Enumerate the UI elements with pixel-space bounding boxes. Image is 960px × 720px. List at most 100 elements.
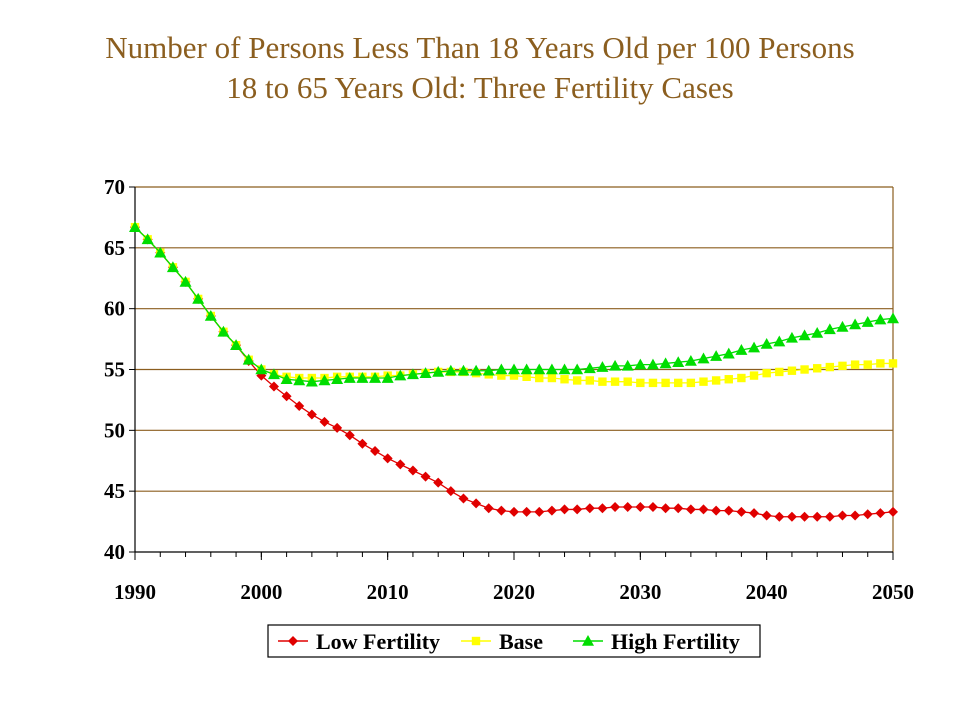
point-diamond-2030 — [635, 501, 646, 512]
point-diamond-2007 — [344, 430, 355, 441]
point-triangle-2008 — [356, 372, 369, 383]
point-diamond-2036 — [711, 505, 722, 516]
point-square-2027 — [598, 377, 607, 386]
point-triangle-2038 — [735, 344, 748, 355]
point-triangle-1991 — [141, 233, 154, 245]
point-square-2047 — [850, 360, 860, 369]
point-triangle-2047 — [849, 318, 862, 330]
point-square-2023 — [547, 373, 557, 383]
point-triangle-2023 — [545, 363, 558, 375]
point-diamond-2010 — [382, 453, 393, 464]
point-triangle-2042 — [785, 331, 798, 343]
legend-label: High Fertility — [611, 629, 740, 654]
point-triangle-1994 — [179, 275, 192, 287]
point-square-2038 — [737, 373, 746, 383]
point-diamond-2008 — [357, 438, 368, 449]
point-square-2024 — [560, 375, 569, 384]
x-tick-label-2010: 2010 — [367, 580, 409, 604]
point-square-2035 — [699, 377, 708, 386]
point-square-2034 — [686, 378, 696, 388]
point-triangle-1998 — [230, 339, 243, 350]
point-square-2040 — [762, 368, 771, 378]
point-triangle-1990 — [129, 221, 141, 232]
point-square-2036 — [711, 376, 721, 385]
point-diamond-2044 — [812, 511, 823, 522]
point-square-2019 — [497, 371, 506, 380]
point-square-2028 — [610, 377, 620, 386]
point-triangle-2000 — [255, 363, 268, 375]
legend-swatch-marker — [582, 635, 594, 646]
point-triangle-2007 — [343, 372, 356, 383]
point-diamond-2027 — [597, 503, 608, 514]
point-triangle-2037 — [722, 347, 735, 359]
point-diamond-2032 — [660, 503, 671, 514]
point-diamond-2049 — [875, 508, 886, 519]
point-diamond-2014 — [433, 477, 444, 488]
y-tick-label-55: 55 — [104, 358, 125, 382]
point-diamond-2025 — [572, 504, 583, 515]
legend-item-low-fertility: Low Fertility — [278, 629, 440, 654]
point-triangle-2046 — [836, 320, 849, 332]
point-square-2046 — [838, 361, 847, 371]
point-triangle-2025 — [571, 363, 584, 375]
point-diamond-2042 — [786, 511, 797, 522]
point-diamond-2041 — [774, 511, 785, 522]
point-triangle-2028 — [609, 359, 622, 371]
point-diamond-2019 — [496, 505, 507, 516]
point-triangle-2005 — [318, 374, 331, 386]
x-tick-label-2040: 2040 — [746, 580, 788, 604]
point-diamond-2002 — [281, 391, 292, 402]
point-diamond-2033 — [673, 503, 684, 514]
point-triangle-2032 — [659, 357, 672, 369]
point-square-2033 — [674, 378, 683, 388]
point-triangle-2049 — [874, 313, 887, 325]
y-axis-ticks: 40 45 50 55 60 65 70 — [104, 175, 135, 564]
point-diamond-2016 — [458, 493, 469, 504]
series-group — [129, 221, 899, 522]
point-diamond-2038 — [736, 506, 747, 517]
x-axis-ticks: 1990 2000 2010 2020 2030 2040 2050 — [114, 552, 914, 604]
point-triangle-2026 — [583, 362, 596, 374]
point-diamond-2015 — [445, 486, 456, 497]
point-diamond-2034 — [685, 504, 696, 515]
point-triangle-2021 — [520, 363, 533, 375]
point-triangle-2018 — [482, 364, 495, 376]
point-triangle-1997 — [217, 325, 230, 337]
point-triangle-2019 — [495, 363, 508, 375]
point-square-2050 — [888, 359, 898, 368]
x-tick-label-2050: 2050 — [872, 580, 914, 604]
point-diamond-2043 — [799, 511, 810, 522]
point-square-2039 — [749, 371, 759, 380]
point-diamond-2039 — [749, 508, 760, 519]
point-square-2021 — [522, 372, 531, 381]
legend-swatch-marker — [471, 636, 481, 646]
point-triangle-2016 — [457, 364, 470, 376]
point-diamond-2021 — [521, 506, 532, 517]
point-triangle-2036 — [710, 350, 723, 361]
point-triangle-2001 — [267, 368, 280, 380]
point-square-2048 — [863, 360, 872, 369]
x-tick-label-2000: 2000 — [240, 580, 282, 604]
point-triangle-1995 — [192, 292, 205, 304]
point-diamond-2023 — [546, 505, 557, 516]
point-triangle-2010 — [381, 372, 394, 383]
point-diamond-2040 — [761, 510, 772, 521]
point-triangle-2043 — [798, 329, 811, 341]
point-diamond-2005 — [319, 416, 330, 427]
y-tick-label-50: 50 — [104, 418, 125, 442]
legend-label: Base — [499, 629, 543, 654]
point-diamond-2029 — [622, 501, 633, 512]
series-high-fertility — [129, 221, 899, 387]
point-diamond-2028 — [610, 501, 621, 512]
point-triangle-1996 — [204, 309, 217, 321]
point-triangle-2031 — [646, 358, 659, 370]
point-diamond-2013 — [420, 471, 431, 482]
point-square-2022 — [535, 373, 544, 383]
legend-label: Low Fertility — [316, 629, 440, 654]
point-triangle-2027 — [596, 361, 609, 372]
point-diamond-2046 — [837, 510, 848, 521]
point-triangle-2024 — [558, 363, 571, 375]
point-triangle-2035 — [697, 352, 710, 364]
x-tick-label-2020: 2020 — [493, 580, 535, 604]
y-tick-label-65: 65 — [104, 236, 125, 260]
